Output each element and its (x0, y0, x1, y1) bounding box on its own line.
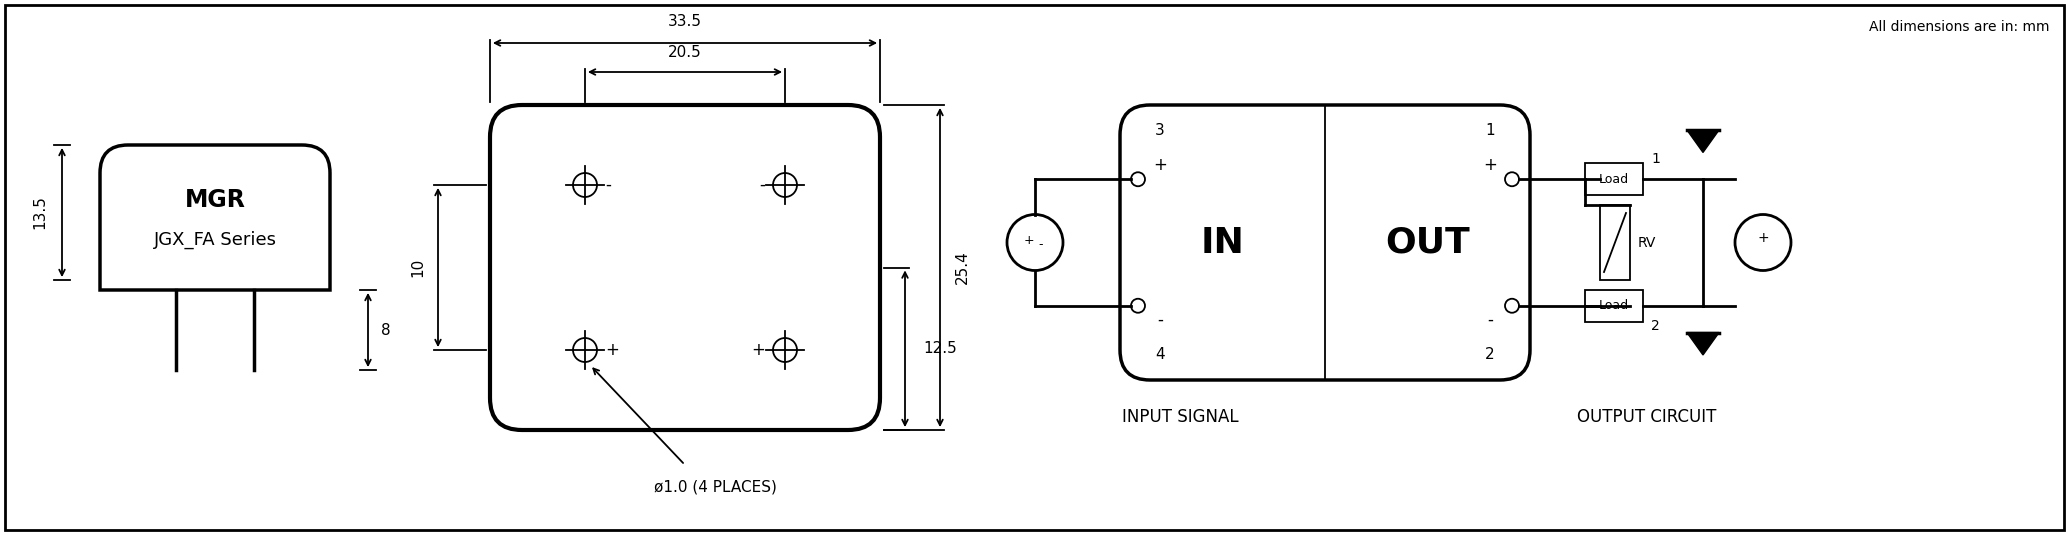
Text: 10: 10 (410, 258, 426, 277)
Bar (1599, 205, 1630, 280)
Text: -: - (1157, 311, 1163, 328)
Text: 4: 4 (1155, 347, 1165, 362)
Text: -: - (1488, 311, 1494, 328)
Text: JGX_FA Series: JGX_FA Series (153, 231, 277, 249)
Text: 33.5: 33.5 (668, 14, 701, 29)
Text: 8: 8 (381, 323, 391, 338)
Text: INPUT SIGNAL: INPUT SIGNAL (1121, 408, 1239, 426)
Text: Load: Load (1599, 173, 1628, 186)
FancyBboxPatch shape (4, 5, 2065, 530)
Text: RV: RV (1639, 235, 1657, 249)
Text: +: + (1152, 156, 1167, 174)
Bar (1585, 290, 1643, 322)
Text: 12.5: 12.5 (923, 341, 956, 356)
Bar (1585, 163, 1643, 195)
Text: All dimensions are in: mm: All dimensions are in: mm (1870, 20, 2050, 34)
Text: -: - (604, 176, 610, 194)
Text: OUT: OUT (1384, 225, 1469, 259)
Text: +: + (751, 341, 766, 359)
Text: +: + (604, 341, 619, 359)
Text: ø1.0 (4 PLACES): ø1.0 (4 PLACES) (654, 480, 776, 495)
Text: 13.5: 13.5 (33, 196, 48, 230)
Text: 20.5: 20.5 (668, 45, 701, 60)
Text: OUTPUT CIRCUIT: OUTPUT CIRCUIT (1577, 408, 1715, 426)
Text: -: - (759, 176, 766, 194)
FancyBboxPatch shape (1119, 105, 1529, 380)
Text: MGR: MGR (184, 187, 246, 211)
Text: 1: 1 (1486, 123, 1496, 138)
FancyBboxPatch shape (490, 105, 879, 430)
Text: +: + (1757, 231, 1769, 244)
Text: 3: 3 (1155, 123, 1165, 138)
PathPatch shape (99, 145, 329, 290)
Text: Load: Load (1599, 299, 1628, 312)
Polygon shape (1686, 333, 1719, 355)
Text: +: + (1024, 234, 1034, 247)
Text: 1: 1 (1651, 152, 1659, 166)
Text: 2: 2 (1486, 347, 1496, 362)
Text: +: + (1483, 156, 1498, 174)
Text: IN: IN (1200, 225, 1243, 259)
Text: -: - (1039, 238, 1043, 251)
Polygon shape (1686, 130, 1719, 152)
Text: 2: 2 (1651, 319, 1659, 333)
Text: 25.4: 25.4 (954, 250, 970, 285)
